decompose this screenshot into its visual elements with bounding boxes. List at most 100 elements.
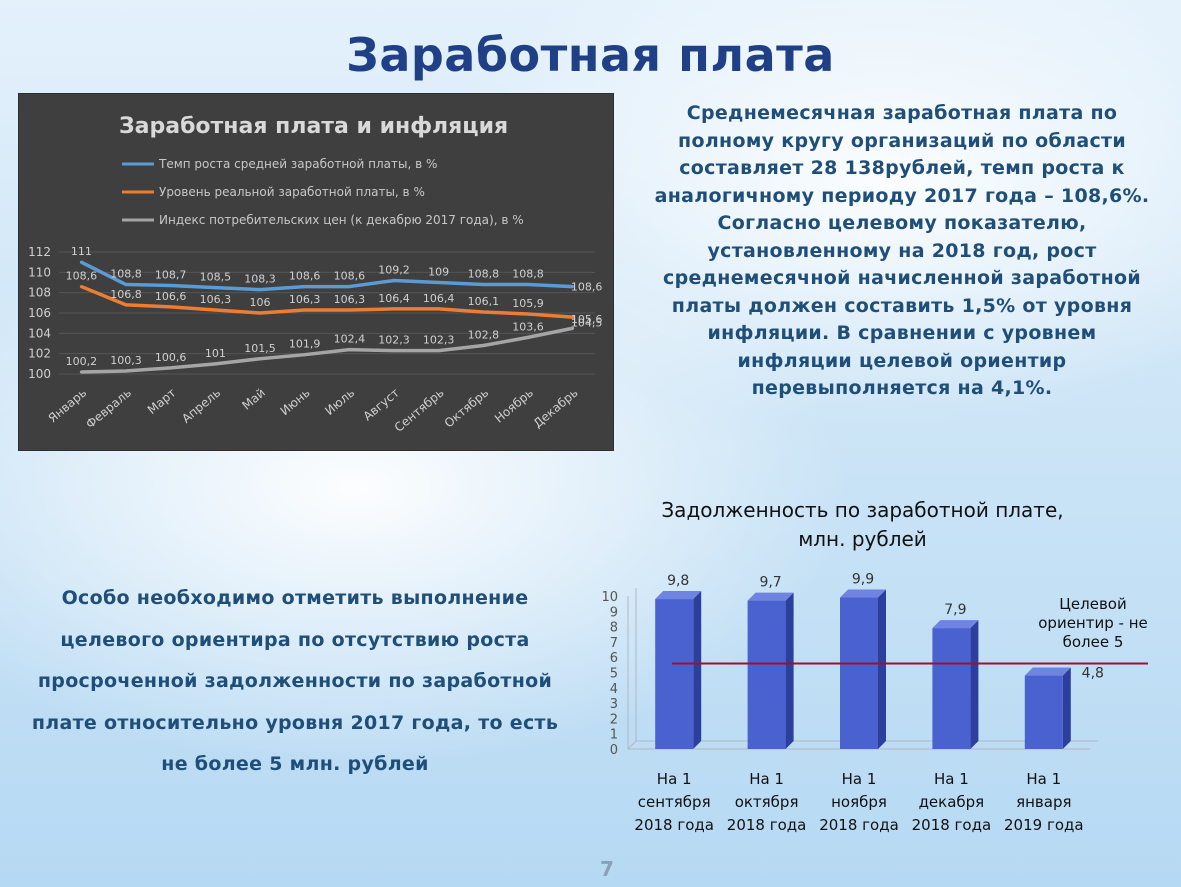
y-tick-label: 3 — [610, 697, 618, 712]
page-number: 7 — [600, 857, 614, 881]
bar-side — [785, 592, 794, 749]
series-point — [213, 362, 217, 366]
legend-label: Темп роста средней заработной платы, в % — [158, 157, 437, 171]
bar — [747, 600, 786, 749]
series-point — [571, 285, 575, 289]
y-tick-label: 7 — [610, 636, 618, 651]
axis-floor — [627, 740, 637, 750]
y-tick-label: 102 — [28, 347, 51, 361]
data-label: 108,6 — [289, 270, 321, 283]
data-label: 102,3 — [378, 334, 410, 347]
series-point — [303, 285, 307, 289]
x-tick-label: Апрель — [179, 386, 223, 426]
data-label: 103,6 — [512, 320, 544, 333]
y-tick-label: 4 — [610, 682, 618, 697]
series-line — [80, 260, 573, 292]
target-note: ориентир - не — [1038, 614, 1147, 632]
data-label: 101,5 — [244, 342, 276, 355]
data-label: 4,8 — [1082, 666, 1104, 682]
y-tick-label: 106 — [28, 306, 51, 320]
data-label: 108,6 — [334, 270, 366, 283]
data-label: 108,8 — [110, 268, 142, 281]
x-tick-label: Март — [145, 386, 179, 418]
data-label: 105,6 — [571, 313, 603, 326]
target-note: Целевой — [1059, 595, 1126, 613]
series-point — [526, 335, 530, 339]
y-tick-label: 1 — [610, 728, 618, 743]
wage-inflation-chart-svg: Заработная плата и инфляция Темп роста ср… — [28, 114, 603, 435]
data-label: 104,5 — [571, 316, 603, 329]
data-label: 108,3 — [244, 273, 276, 286]
series-point — [481, 344, 485, 348]
x-tick-label: 2019 года — [1004, 816, 1084, 834]
data-label: 108,6 — [66, 270, 98, 283]
arrears-chart-title-line2: млн. рублей — [798, 527, 927, 551]
data-label: 106,4 — [378, 292, 410, 305]
x-tick-label: Май — [239, 386, 268, 413]
x-tick-label: 2018 года — [912, 816, 992, 834]
y-tick-label: 112 — [28, 245, 51, 259]
series-point — [124, 303, 128, 307]
x-tick-label: 2018 года — [819, 816, 899, 834]
bar — [1024, 675, 1063, 749]
y-tick-label: 110 — [28, 265, 51, 279]
data-label: 100,2 — [66, 355, 98, 368]
x-tick-label: Август — [361, 386, 402, 424]
series-point — [437, 307, 441, 311]
arrears-chart-title-line1: Задолженность по заработной плате, — [661, 498, 1064, 522]
legend-label: Индекс потребительских цен (к декабрю 20… — [159, 213, 524, 227]
y-tick-label: 5 — [610, 667, 618, 682]
series-point — [303, 308, 307, 312]
y-tick-label: 0 — [610, 743, 618, 758]
x-tick-label: На 1 — [657, 770, 692, 788]
series-point — [437, 281, 441, 284]
data-label: 9,9 — [852, 572, 874, 588]
x-tick-label: На 1 — [934, 770, 969, 788]
y-tick-label: 10 — [601, 590, 618, 605]
data-label: 105,9 — [512, 297, 544, 310]
target-note: более 5 — [1063, 633, 1124, 651]
data-label: 100,6 — [155, 351, 187, 364]
x-tick-label: декабря — [919, 793, 985, 811]
data-label: 108,8 — [512, 268, 544, 281]
y-tick-label: 104 — [28, 326, 51, 340]
x-tick-label: Январь — [46, 386, 90, 426]
wage-summary-text: Среднемесячная заработная плата по полно… — [654, 102, 1150, 399]
data-label: 109,2 — [378, 263, 410, 276]
series-point — [481, 310, 485, 314]
x-tick-label: Июль — [322, 386, 357, 418]
series-point — [169, 366, 173, 370]
data-label: 108,8 — [468, 268, 500, 281]
series-line — [81, 326, 574, 374]
x-tick-label: Июнь — [278, 386, 313, 419]
data-label: 108,7 — [155, 269, 187, 282]
series-point — [79, 285, 83, 289]
series-line — [80, 284, 573, 319]
series-point — [124, 283, 128, 287]
series-point — [392, 349, 396, 353]
data-label: 102,3 — [423, 334, 455, 347]
series-point — [481, 283, 485, 287]
data-label: 106,3 — [289, 293, 321, 306]
data-label: 100,3 — [110, 354, 142, 367]
x-tick-label: сентября — [638, 793, 711, 811]
arrears-chart: Задолженность по заработной плате, млн. … — [590, 496, 1165, 841]
bar — [932, 628, 971, 749]
data-label: 111 — [71, 245, 92, 258]
series-point — [571, 315, 575, 319]
bar-top — [747, 592, 794, 601]
series-point — [169, 284, 173, 288]
data-label: 106,1 — [468, 295, 500, 308]
series-point — [347, 308, 351, 312]
series-point — [392, 307, 396, 311]
series-point — [258, 311, 262, 315]
y-tick-label: 9 — [610, 605, 618, 620]
bar-side — [878, 589, 886, 749]
series-point — [526, 312, 530, 316]
x-tick-label: Декабрь — [531, 386, 581, 431]
data-label: 106,3 — [200, 293, 232, 306]
data-label: 108,5 — [200, 271, 232, 284]
x-tick-label: Сентябрь — [392, 386, 447, 435]
x-tick-label: Февраль — [83, 386, 134, 432]
